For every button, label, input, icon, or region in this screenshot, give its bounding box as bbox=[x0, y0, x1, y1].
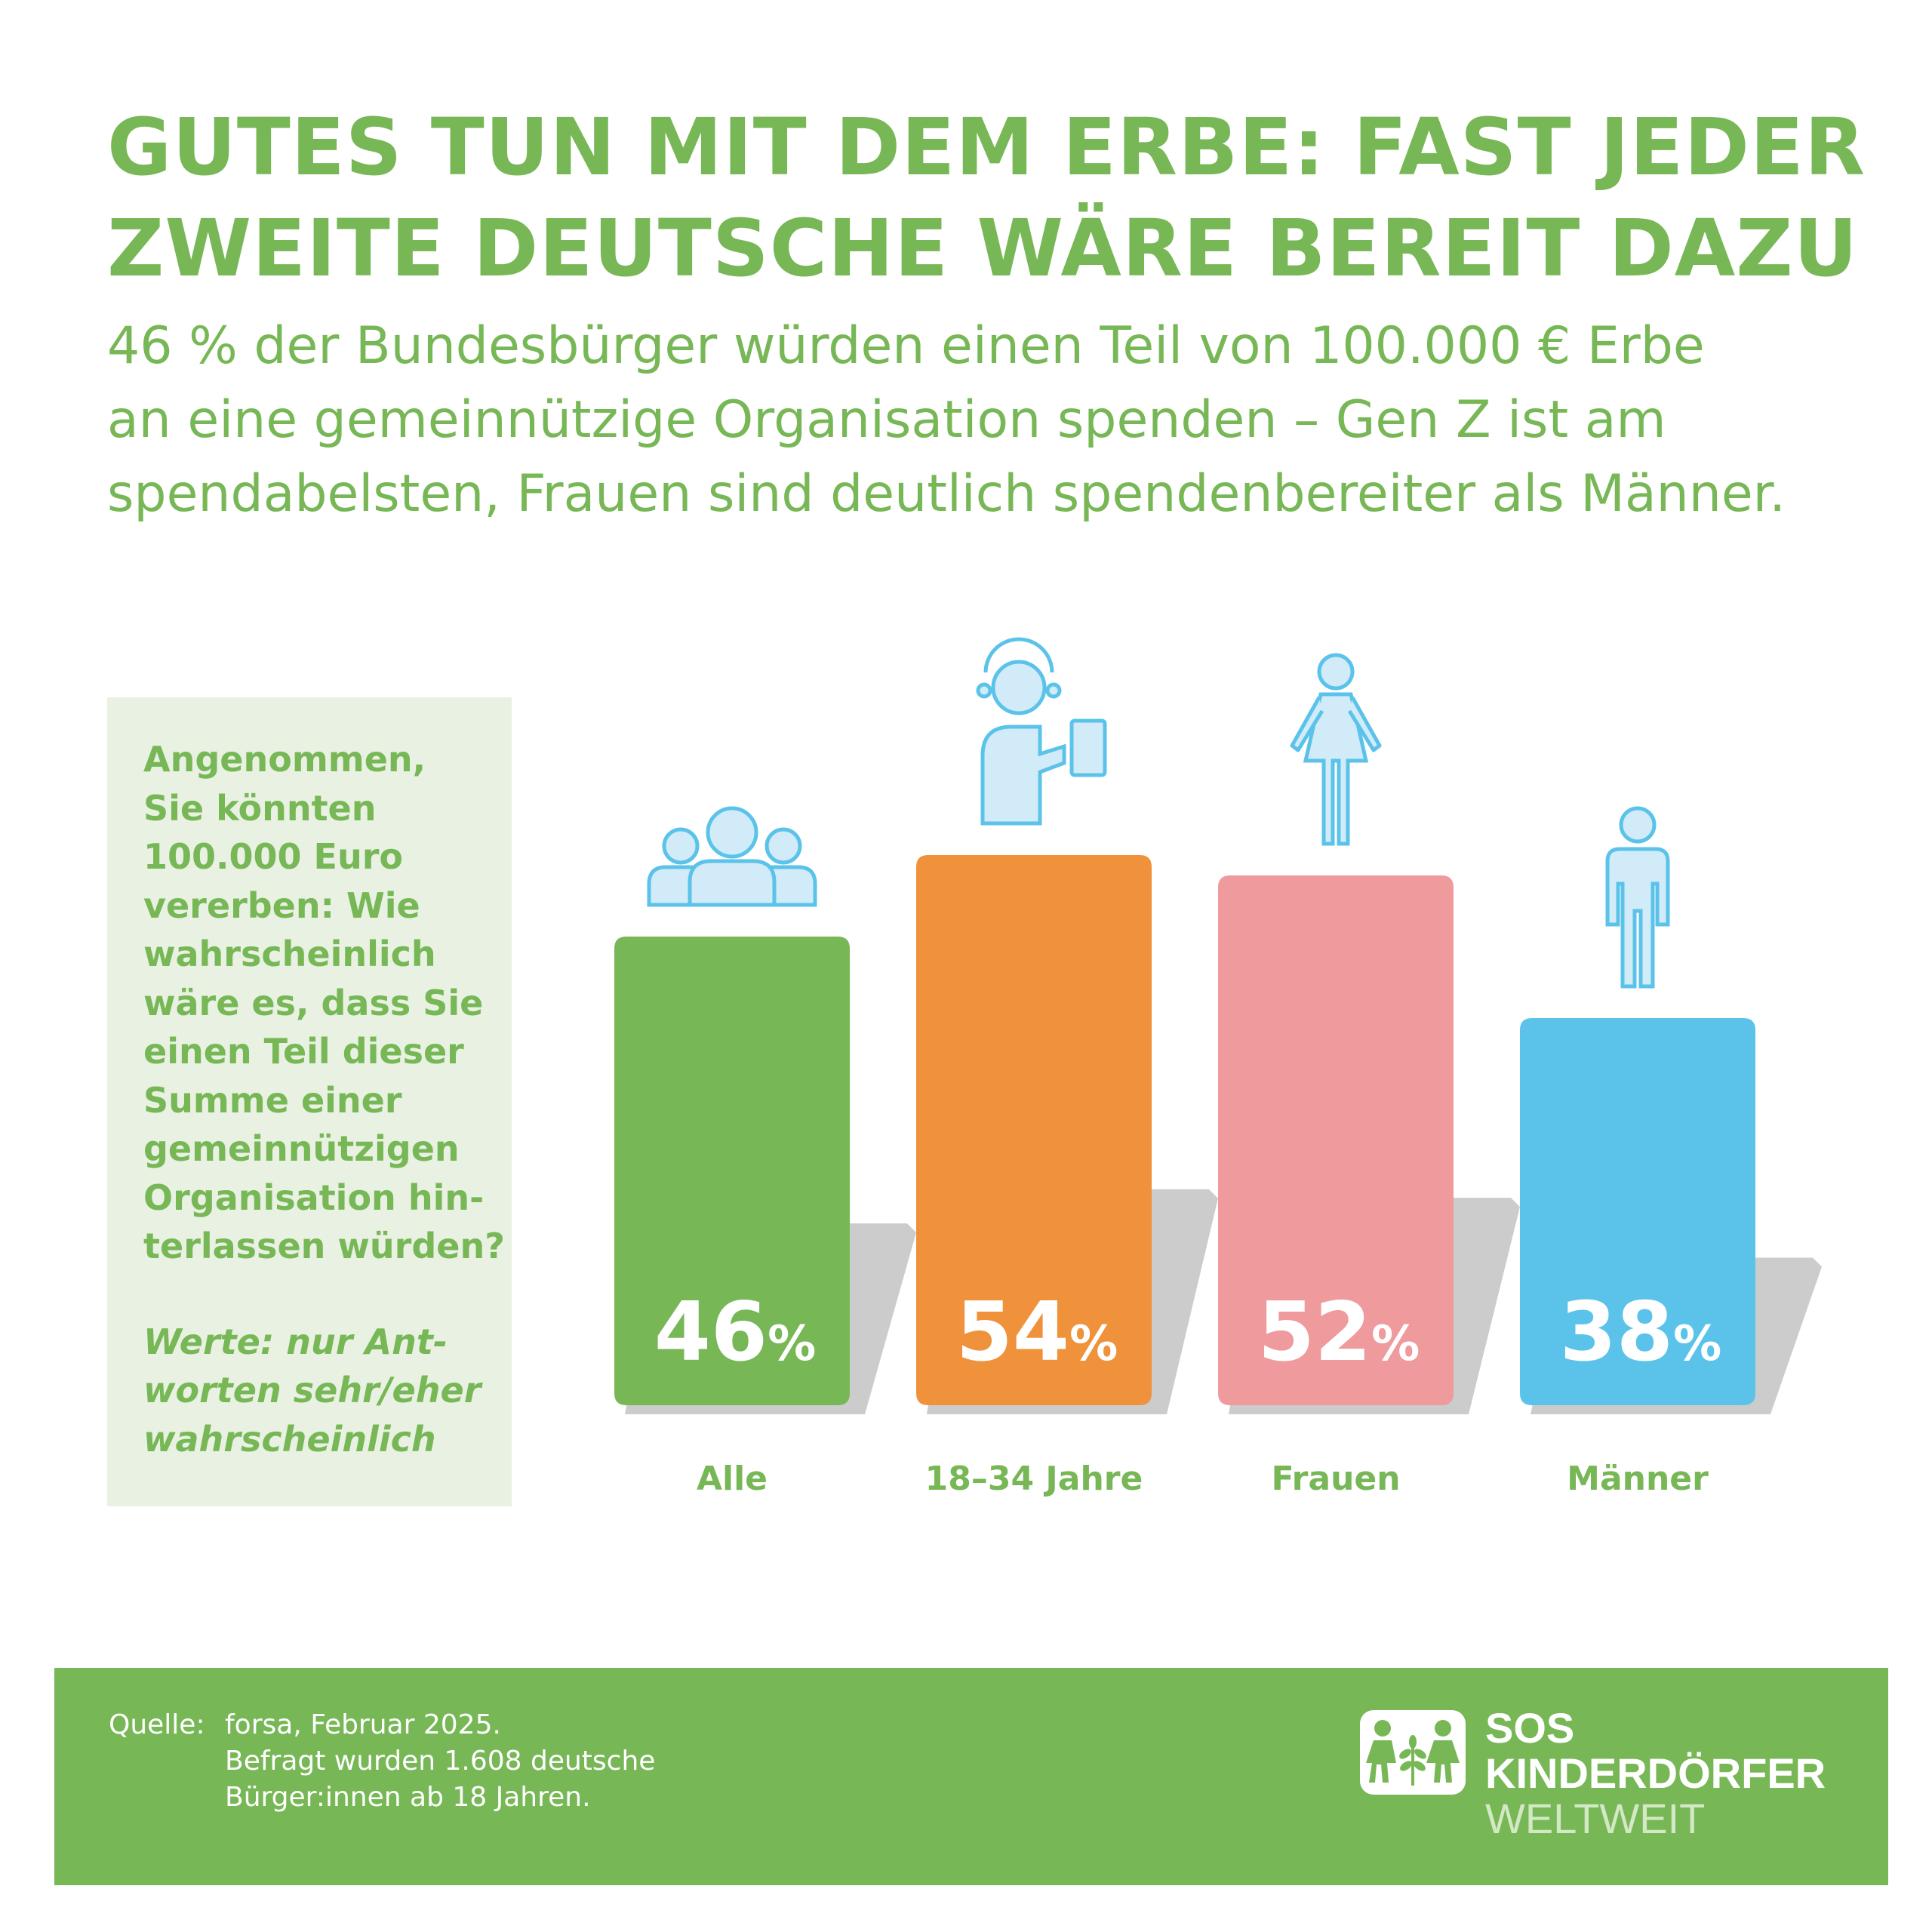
question-line: Organisation hin- bbox=[143, 1177, 485, 1218]
title-line-1: GUTES TUN MIT DEM ERBE: FAST JEDER bbox=[107, 101, 1866, 193]
category-label: Alle bbox=[697, 1460, 768, 1498]
logo-line-2: KINDERDÖRFER bbox=[1485, 1749, 1826, 1797]
subtitle-line-2: an eine gemeinnützige Organisation spend… bbox=[107, 390, 1666, 450]
question-line: wahrscheinlich bbox=[143, 934, 436, 974]
question-line: Summe einer bbox=[143, 1079, 402, 1121]
question-text: Angenommen, Sie könnten 100.000 Euro ver… bbox=[143, 735, 512, 1271]
bar bbox=[614, 937, 850, 1405]
sos-logo-text: SOS KINDERDÖRFER WELTWEIT bbox=[1485, 1706, 1826, 1841]
subtitle-line-1: 46 % der Bundesbürger würden einen Teil … bbox=[107, 316, 1705, 376]
bar bbox=[1520, 1018, 1755, 1405]
question-note: Werte: nur Ant- worten sehr/eher wahrsch… bbox=[143, 1318, 512, 1464]
footer: Quelle: forsa, Februar 2025. Befragt wur… bbox=[54, 1668, 1888, 1885]
source-text: forsa, Februar 2025. Befragt wurden 1.60… bbox=[225, 1707, 655, 1816]
group-icon bbox=[647, 806, 817, 907]
bar bbox=[916, 855, 1152, 1405]
source-line: Befragt wurden 1.608 deutsche bbox=[225, 1746, 656, 1777]
question-line: 100.000 Euro bbox=[143, 836, 403, 877]
bar bbox=[1218, 875, 1454, 1405]
note-line: Werte: nur Ant- bbox=[143, 1321, 448, 1362]
page-subtitle: 46 % der Bundesbürger würden einen Teil … bbox=[107, 309, 1881, 531]
question-line: Sie könnten bbox=[143, 787, 377, 829]
question-line: gemeinnützigen bbox=[143, 1128, 460, 1169]
subtitle-line-3: spendabelsten, Frauen sind deutlich spen… bbox=[107, 464, 1786, 524]
question-line: Angenommen, bbox=[143, 739, 426, 780]
page-title: GUTES TUN MIT DEM ERBE: FAST JEDER ZWEIT… bbox=[107, 97, 1866, 299]
young-person-tablet-icon bbox=[976, 637, 1107, 826]
source-label: Quelle: bbox=[109, 1709, 205, 1740]
sos-logo-icon bbox=[1360, 1710, 1466, 1795]
category-label: 18–34 Jahre bbox=[925, 1460, 1143, 1498]
question-line: einen Teil dieser bbox=[143, 1031, 464, 1072]
question-line: vererben: Wie bbox=[143, 884, 420, 926]
category-label: Frauen bbox=[1271, 1460, 1400, 1498]
note-line: worten sehr/eher bbox=[143, 1370, 481, 1411]
source-line: forsa, Februar 2025. bbox=[225, 1709, 501, 1740]
category-label: Männer bbox=[1567, 1460, 1709, 1498]
note-line: wahrscheinlich bbox=[143, 1418, 436, 1460]
title-line-2: ZWEITE DEUTSCHE WÄRE BEREIT DAZU bbox=[107, 202, 1859, 294]
man-icon bbox=[1605, 806, 1670, 989]
logo-line-3: WELTWEIT bbox=[1485, 1795, 1706, 1842]
woman-icon bbox=[1290, 653, 1382, 846]
question-line: terlassen würden? bbox=[143, 1226, 505, 1266]
question-line: wäre es, dass Sie bbox=[143, 982, 484, 1023]
question-box: Angenommen, Sie könnten 100.000 Euro ver… bbox=[107, 697, 512, 1506]
logo-line-1: SOS bbox=[1485, 1704, 1575, 1752]
source-line: Bürger:innen ab 18 Jahren. bbox=[225, 1782, 591, 1813]
